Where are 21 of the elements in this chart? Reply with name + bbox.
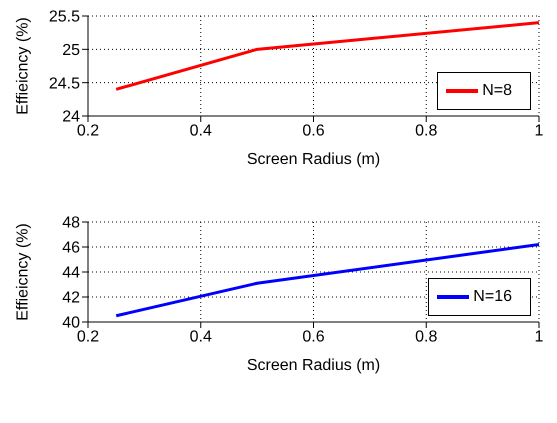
y-tick-label: 25 [62,42,80,60]
x-tick-label: 0.6 [302,328,325,346]
x-tick-label: 1 [534,328,544,346]
y-axis-title: Effieicncy (%) [14,17,32,115]
legend-label: N=8 [482,82,512,100]
x-axis-title: Screen Radius (m) [246,357,380,374]
y-tick-label: 25.5 [48,8,80,26]
y-tick-label: 42 [62,290,80,307]
x-axis-title: Screen Radius (m) [246,151,380,168]
legend-label: N=16 [473,288,512,306]
x-tick-label: 1 [534,122,544,140]
x-tick-label: 0.4 [190,328,212,346]
y-tick-label: 24.5 [48,75,80,92]
x-tick-label: 0.6 [302,122,325,140]
y-tick-label: 48 [62,214,80,232]
y-tick-label: 44 [62,264,80,282]
x-tick-label: 0.4 [190,122,212,140]
y-axis-title: Effieicncy (%) [14,223,32,321]
x-tick-label: 0.8 [415,122,438,140]
x-tick-label: 0.8 [415,328,438,346]
y-tick-label: 46 [62,240,80,257]
